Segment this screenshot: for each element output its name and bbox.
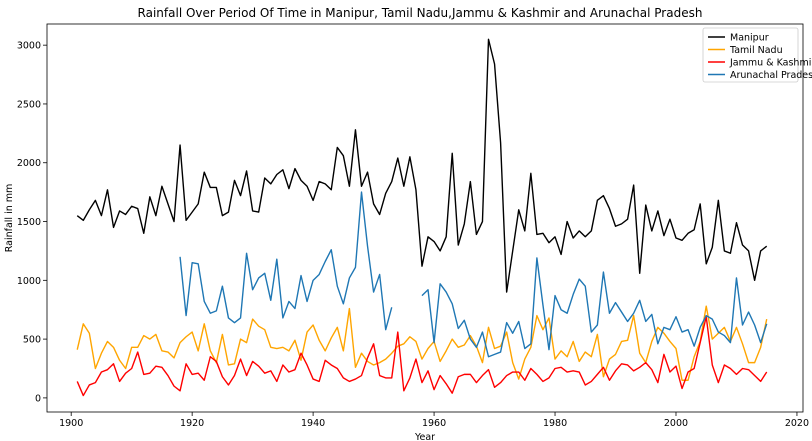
plot-frame — [46, 23, 804, 413]
y-axis-label: Rainfall in mm — [4, 184, 15, 253]
x-tick-label: 2020 — [785, 418, 809, 429]
plot-area: 1900 1920 1940 1960 1980 2000 2020 0 500 1000 1500… — [17, 23, 809, 429]
x-tick-label: 1900 — [59, 418, 83, 429]
x-axis-label: Year — [414, 432, 435, 441]
y-tick-label: 1500 — [17, 217, 41, 228]
x-tick-label: 1980 — [543, 418, 567, 429]
x-tick-label: 2000 — [664, 418, 688, 429]
y-tick-label: 3000 — [17, 41, 41, 52]
y-tick-label: 1000 — [17, 276, 41, 287]
y-tick-label: 500 — [23, 335, 41, 346]
series-lines — [76, 38, 768, 397]
y-tick-label: 0 — [35, 393, 41, 404]
series-line-tamil-nadu — [76, 305, 768, 381]
chart-title: Rainfall Over Period Of Time in Manipur,… — [138, 6, 703, 20]
x-tick-label: 1960 — [422, 418, 446, 429]
y-tick-label: 2000 — [17, 158, 41, 169]
series-line-arunachal-pradesh — [421, 257, 768, 358]
series-line-manipur — [76, 38, 768, 293]
series-line-jammu-kashmir — [76, 316, 768, 397]
series-line-arunachal-pradesh — [179, 191, 393, 331]
x-tick-label: 1920 — [180, 418, 204, 429]
legend-box — [702, 27, 799, 83]
y-tick-label: 2500 — [17, 99, 41, 110]
legend-label-arunachal-pradesh: Arunachal Pradesh — [730, 70, 812, 81]
x-tick-label: 1940 — [301, 418, 325, 429]
legend-label-manipur: Manipur — [730, 33, 769, 44]
legend-label-tamil-nadu: Tamil Nadu — [729, 45, 783, 56]
legend-label-jammu-kashmir: Jammu & Kashmir — [729, 58, 812, 69]
